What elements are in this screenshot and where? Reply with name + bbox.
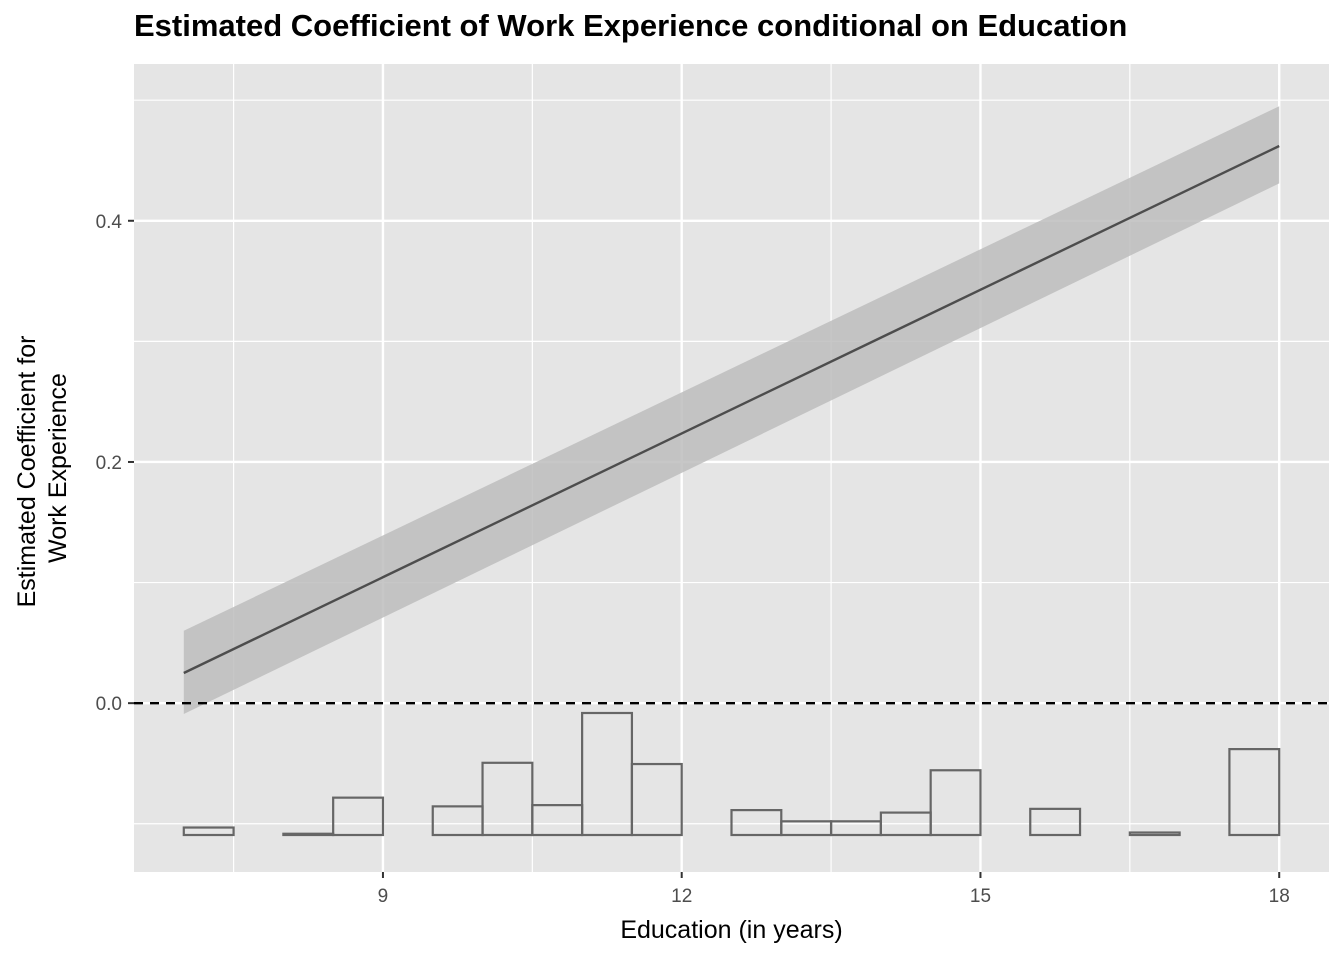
histogram-bar (282, 832, 335, 837)
histogram-bar (1128, 831, 1181, 837)
y-axis-title-line-1: Estimated Coefficient for (13, 336, 41, 608)
x-tick-label: 18 (1269, 886, 1290, 907)
x-tick-label: 9 (378, 886, 389, 907)
histogram-bar (182, 826, 235, 837)
histogram (182, 711, 1281, 837)
x-axis-title: Education (in years) (620, 916, 842, 944)
chart-title: Estimated Coefficient of Work Experience… (134, 8, 1128, 43)
y-tick-label: 0.4 (96, 212, 123, 233)
y-tick-label: 0.2 (96, 453, 122, 474)
estimate-line (183, 144, 1280, 675)
x-tick-label: 12 (671, 886, 692, 907)
histogram-bar (1029, 807, 1082, 837)
x-tick-label: 15 (970, 886, 991, 907)
histogram-bar (332, 796, 385, 837)
histogram-bar (929, 769, 982, 837)
y-axis-title-line-2: Work Experience (44, 373, 72, 563)
y-tick-label: 0.0 (96, 694, 122, 715)
histogram-bar (481, 761, 534, 837)
y-axis-title: Estimated Coefficient for Work Experienc… (13, 329, 72, 608)
histogram-bar (1228, 748, 1281, 837)
histogram-bar (630, 762, 683, 837)
axes: 9 12 15 18 0.0 0.2 0.4 (96, 212, 1290, 907)
